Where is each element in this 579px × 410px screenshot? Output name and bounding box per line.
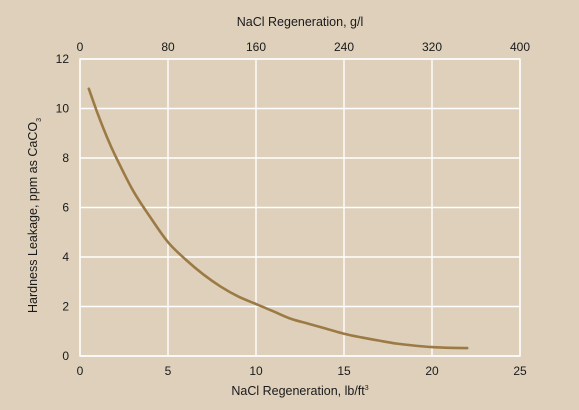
x-tick-label-0: 0	[77, 364, 84, 378]
y-tick-label-3: 6	[62, 201, 69, 215]
gridlines	[79, 58, 521, 357]
x2-tick-label-1: 80	[161, 40, 175, 54]
y-tick-label-0: 0	[62, 349, 69, 363]
x2-axis-title: NaCl Regeneration, g/l	[237, 15, 363, 29]
x-tick-label-5: 25	[513, 364, 527, 378]
y-tick-label-2: 4	[62, 250, 69, 264]
y-tick-label-5: 10	[56, 102, 70, 116]
x-tick-label-2: 10	[249, 364, 263, 378]
x2-tick-label-2: 160	[246, 40, 266, 54]
y-axis-ticks: 0 2 4 6 8 10 12	[56, 52, 70, 363]
x2-tick-label-4: 320	[422, 40, 442, 54]
plot-frame	[79, 58, 521, 357]
x-tick-label-4: 20	[425, 364, 439, 378]
y-tick-label-6: 12	[56, 52, 70, 66]
y-tick-label-4: 8	[62, 151, 69, 165]
x-axis-top-ticks: 0 80 160 240 320 400	[77, 40, 531, 54]
y-tick-label-1: 2	[62, 300, 69, 314]
x-axis-bottom-ticks: 0 5 10 15 20 25	[77, 364, 527, 378]
x2-tick-label-3: 240	[334, 40, 354, 54]
x-axis-title: NaCl Regeneration, lb/ft3	[231, 384, 368, 398]
x2-tick-label-5: 400	[510, 40, 530, 54]
leakage-curve	[87, 87, 469, 350]
y-axis-title: Hardness Leakage, ppm as CaCO3	[26, 118, 43, 313]
x-tick-label-1: 5	[165, 364, 172, 378]
x-tick-label-3: 15	[337, 364, 351, 378]
x2-tick-label-0: 0	[77, 40, 84, 54]
